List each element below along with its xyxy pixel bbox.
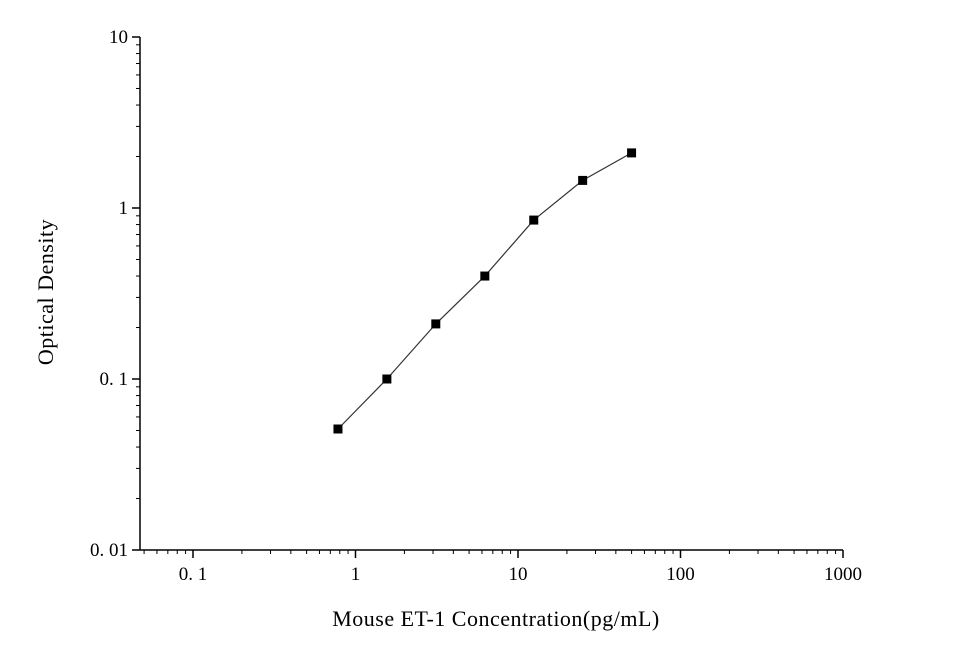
x-tick-label: 0. 1 bbox=[179, 564, 208, 585]
y-tick-label: 1 bbox=[119, 198, 129, 219]
data-point-marker bbox=[578, 175, 588, 185]
data-point-marker bbox=[627, 148, 637, 158]
y-axis-title: Optical Density bbox=[33, 218, 58, 366]
curve-line bbox=[337, 152, 632, 430]
x-tick-label: 1000 bbox=[824, 564, 862, 585]
y-tick-label: 10 bbox=[109, 27, 128, 48]
data-point-marker bbox=[382, 374, 392, 384]
data-point-marker bbox=[480, 271, 490, 281]
x-tick-label: 1 bbox=[351, 564, 361, 585]
x-tick-label: 10 bbox=[509, 564, 528, 585]
x-tick-label: 100 bbox=[666, 564, 695, 585]
data-point-marker bbox=[529, 215, 539, 225]
x-axis-title: Mouse ET-1 Concentration(pg/mL) bbox=[332, 606, 660, 631]
data-point-marker bbox=[431, 319, 441, 329]
y-tick-label: 0. 1 bbox=[100, 369, 129, 390]
data-point-marker bbox=[333, 424, 343, 434]
y-tick-label: 0. 01 bbox=[90, 540, 128, 561]
